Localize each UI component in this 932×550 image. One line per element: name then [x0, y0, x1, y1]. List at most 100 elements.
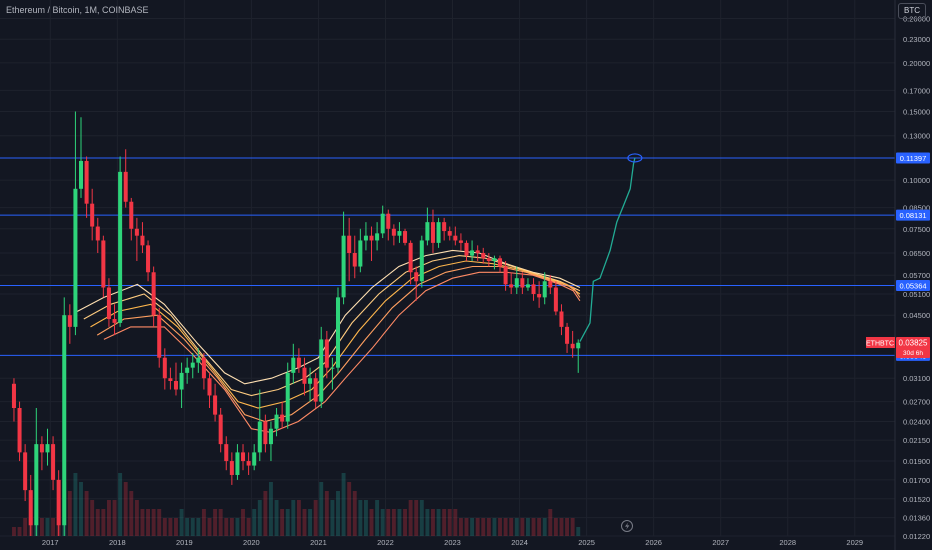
volume-bar	[179, 509, 184, 536]
candle-body	[84, 160, 89, 204]
candle-body	[352, 252, 357, 267]
candle-body	[565, 326, 570, 344]
grid	[0, 0, 895, 537]
candle	[134, 217, 139, 261]
candle-body	[257, 421, 262, 453]
volume-bar	[151, 509, 156, 536]
candle-body	[347, 235, 352, 253]
volume-bar	[375, 500, 380, 536]
candle-body	[146, 245, 151, 273]
candle	[207, 372, 212, 408]
candle	[386, 209, 391, 241]
volume-bar	[168, 518, 173, 536]
candle-body	[464, 242, 469, 256]
candle	[106, 278, 111, 327]
candle	[447, 226, 452, 241]
candle-body	[570, 343, 575, 349]
volume-bar	[67, 491, 72, 536]
candle-body	[486, 258, 491, 261]
price-tick-label: 0.02150	[903, 436, 930, 445]
candle-body	[319, 339, 324, 402]
candle-body	[78, 160, 84, 189]
candle	[313, 372, 318, 408]
volume-bar	[419, 500, 424, 536]
candle	[358, 228, 363, 273]
volume-bar	[565, 518, 570, 536]
candle	[101, 235, 106, 298]
price-axis[interactable]: 0.260000.230000.200000.170000.150000.130…	[903, 14, 930, 541]
candle-body	[542, 281, 547, 298]
candle-body	[201, 357, 206, 379]
candle	[274, 407, 279, 437]
candle-body	[56, 479, 61, 526]
price-tick-label: 0.08500	[903, 204, 930, 213]
candles	[11, 111, 581, 536]
candle-body	[51, 444, 56, 480]
volume-bar	[553, 518, 558, 536]
volume-bar	[414, 500, 419, 536]
candle	[425, 207, 430, 246]
candle-body	[537, 294, 542, 298]
candle-body	[481, 252, 486, 259]
level-tag-bg	[896, 209, 930, 221]
time-axis[interactable]: 2017 2018 2019 2020 2021 2022 2023 2024 2025 2026…	[42, 538, 863, 547]
volume-bar	[185, 518, 190, 536]
candle	[548, 275, 553, 295]
level-tag-label: 0.08131	[899, 211, 926, 220]
candle-body	[391, 228, 396, 236]
volume-bar	[280, 509, 285, 536]
candle	[17, 401, 22, 462]
candle	[319, 326, 324, 408]
time-tick-label: 2026	[645, 538, 662, 547]
candle-body	[207, 378, 212, 396]
candle	[218, 407, 223, 453]
volume-bar	[403, 509, 407, 536]
candle-body	[341, 235, 346, 298]
candle-body	[453, 235, 458, 241]
volume-bar	[17, 527, 22, 536]
symbol-title[interactable]: Ethereum / Bitcoin, 1M, COINBASE	[6, 5, 149, 15]
candle	[112, 304, 117, 336]
lightning-icon[interactable]	[621, 520, 633, 532]
price-tick-label: 0.05700	[903, 271, 930, 280]
candle	[179, 362, 184, 408]
candle	[458, 233, 463, 251]
candle	[241, 444, 246, 471]
candle-body	[252, 452, 257, 466]
candle-body	[17, 407, 22, 453]
volume-bar	[73, 473, 78, 536]
volume-bar	[336, 491, 340, 536]
candle-body	[229, 461, 234, 475]
volume-bar	[269, 482, 273, 536]
unit-badge[interactable]: BTC	[898, 3, 926, 19]
volume-bar	[397, 509, 402, 536]
candle-body	[157, 315, 162, 358]
time-tick-label: 2021	[310, 538, 327, 547]
candle	[118, 156, 123, 327]
price-tick-label: 0.03100	[903, 374, 930, 383]
volume-bar	[447, 509, 452, 536]
candle-body	[447, 231, 452, 236]
volume-bar	[285, 509, 290, 536]
volume-bar	[352, 491, 357, 536]
price-tick-label: 0.23000	[903, 35, 930, 44]
volume-bar	[576, 527, 581, 536]
level-tag-bg	[896, 279, 930, 291]
volume-bar	[341, 473, 346, 536]
candle-body	[235, 452, 240, 475]
candle	[475, 245, 480, 261]
candle-body	[414, 272, 419, 282]
candle	[285, 362, 290, 429]
candle	[414, 266, 419, 301]
projection-path[interactable]	[579, 153, 643, 342]
volume-bar	[190, 518, 195, 536]
candle-body	[291, 357, 296, 373]
volume-bar	[302, 509, 307, 536]
horizontal-levels[interactable]	[0, 157, 895, 356]
candle-body	[213, 395, 218, 415]
volume-bar	[308, 509, 313, 536]
candle	[302, 357, 307, 396]
volume-bar	[520, 518, 525, 536]
candle	[503, 260, 508, 291]
